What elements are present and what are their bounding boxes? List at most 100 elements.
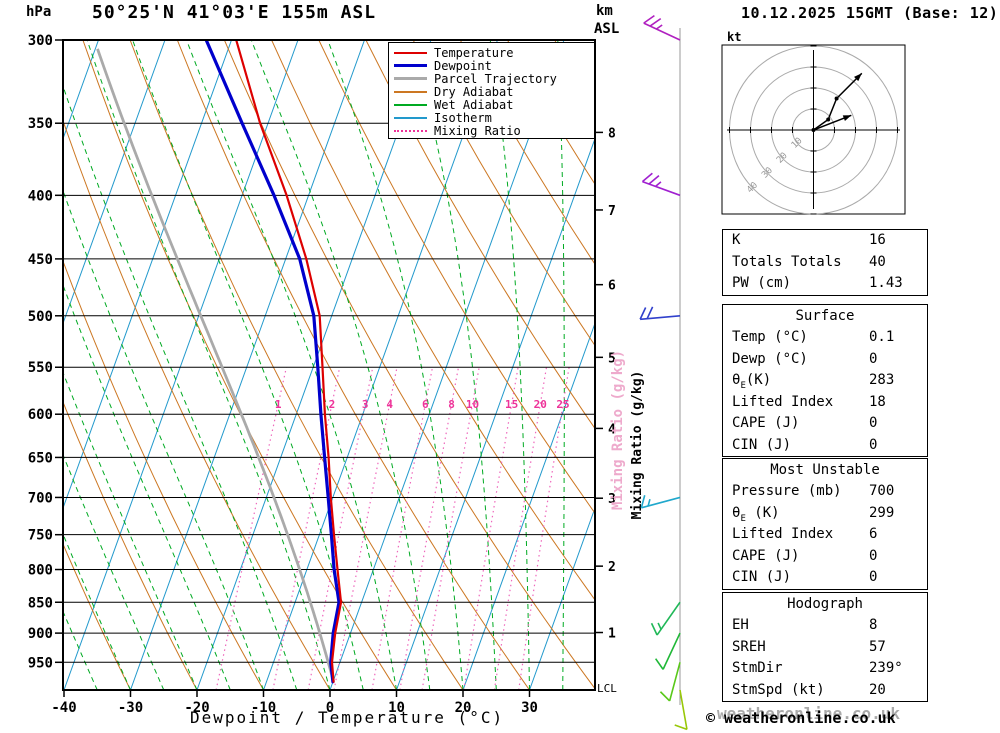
legend-item-temperature: Temperature: [394, 46, 594, 60]
pressure-unit-label: hPa: [26, 4, 52, 20]
table-row-label: StmDir: [732, 660, 783, 676]
lcl-label: LCL: [597, 682, 617, 695]
table-row: CAPE (J) 0: [723, 546, 927, 568]
legend-line-sample: [394, 90, 427, 93]
table-row-label: CIN (J): [732, 436, 792, 453]
legend-line-sample: [394, 77, 427, 80]
mixing-ratio-value-label: 15: [505, 398, 518, 411]
wind-barb: [674, 689, 688, 731]
copyright: © weatheronline.co.uk: [706, 709, 896, 727]
km-tick-label: 4: [608, 422, 616, 437]
mixing-ratio-axis-label-pink: Mixing Ratio (g/kg): [610, 350, 626, 510]
wind-barb: [650, 601, 681, 636]
legend-line-sample: [394, 64, 427, 67]
asl-axis-label: ASL: [594, 21, 620, 37]
km-axis-label: km: [596, 3, 613, 19]
hodograph-trace-dot: [826, 117, 831, 122]
pressure-tick-label: 400: [28, 188, 53, 204]
legend-line-sample: [394, 116, 427, 119]
wind-barb: [640, 495, 681, 509]
wind-barb-feather: [674, 724, 688, 731]
mixing-ratio-line: [371, 367, 434, 690]
table-row: StmDir 239°: [723, 658, 927, 680]
mixing-ratio-value-label: 1: [275, 398, 282, 411]
table-row: SREH 57: [723, 637, 927, 659]
table-row: CAPE (J) 0: [723, 413, 927, 435]
mixing-ratio-axis-label: Mixing Ratio (g/kg): [630, 371, 645, 520]
table-row: Pressure (mb) 700: [723, 481, 927, 503]
wind-barb-feather: [640, 495, 646, 508]
temp-tick-label: 30: [521, 700, 538, 716]
pressure-tick-label: 350: [28, 116, 53, 132]
table-row-label: θE (K): [732, 504, 780, 524]
table-header: Hodograph: [787, 596, 863, 612]
table-row: Totals Totals 40: [723, 252, 927, 274]
mixing-ratio-value-label: 20: [534, 398, 547, 411]
x-axis-label: Dewpoint / Temperature (°C): [190, 708, 505, 727]
table-row: PW (cm) 1.43: [723, 273, 927, 295]
dry-adiabat-line: [365, 40, 595, 430]
wind-barb-feather: [643, 14, 655, 24]
pressure-tick-label: 750: [28, 528, 53, 544]
wind-barb-half-feather: [655, 24, 663, 30]
table-row-value: 16: [869, 232, 886, 248]
legend-item-label: Parcel Trajectory: [434, 71, 557, 86]
wind-barb: [643, 14, 681, 41]
dewpoint-curve: [204, 40, 341, 684]
table-row: EH 8: [723, 615, 927, 637]
km-tick-label: 8: [608, 126, 616, 141]
table-row-value: 57: [869, 638, 886, 655]
dry-adiabat-line: [459, 40, 595, 266]
isotherm-line: [63, 40, 299, 690]
mixing-ratio-value-label: 6: [422, 398, 429, 411]
km-tick-label: 5: [608, 351, 616, 366]
isotherm-line: [329, 40, 565, 690]
table-row-label: Totals Totals: [732, 253, 842, 270]
legend-item-label: Mixing Ratio: [434, 123, 521, 138]
pressure-tick-label: 300: [28, 33, 53, 49]
legend-line-sample: [394, 103, 427, 106]
hodograph-trace-arrowhead: [854, 73, 862, 82]
hodograph-trace: [813, 72, 863, 131]
wind-barb-feather: [649, 17, 662, 27]
table-row: Lifted Index 18: [723, 392, 927, 414]
legend-item-mixing-ratio: Mixing Ratio: [394, 123, 594, 138]
plot-area: 1 2 3 4 6 8 10 15 20 25: [63, 40, 595, 690]
table-row-label: CIN (J): [732, 569, 792, 585]
mixing-ratio-line: [399, 367, 460, 690]
temp-tick-label: -30: [118, 700, 143, 716]
table-row-label: Pressure (mb): [732, 483, 842, 499]
wind-barb-feather: [641, 172, 653, 183]
table-row-value: 0: [869, 569, 878, 585]
dry-adiabat-line: [412, 40, 595, 347]
wind-barb: [641, 172, 681, 197]
legend-line-sample: [394, 129, 427, 132]
dry-adiabat-line: [63, 542, 131, 690]
legend-item-dry-adiabat: Dry Adiabat: [394, 85, 594, 99]
isotherm-line: [130, 40, 365, 690]
mixing-ratio-value-label: 25: [556, 398, 569, 411]
km-tick-label: 6: [608, 279, 616, 294]
wind-barb-half-feather: [657, 622, 662, 630]
table-row: θE(K) 283: [723, 370, 927, 392]
table-row-value: 6: [869, 526, 878, 542]
wind-barb-half-feather: [647, 499, 651, 507]
mixing-ratio-line: [463, 367, 519, 690]
table-row: Lifted Index 6: [723, 524, 927, 546]
table-row-value: 0: [869, 350, 878, 367]
legend: Temperature Dewpoint Parcel Trajectory Dry …: [388, 42, 595, 139]
table-row-value: 40: [869, 253, 886, 270]
table-row-label: Dewp (°C): [732, 350, 808, 367]
temp-tick-label: -40: [51, 700, 76, 716]
temperature-curve: [235, 40, 343, 683]
wind-barb-shaft: [662, 632, 681, 670]
table-row-value: 0: [869, 547, 878, 564]
indices-table-summary: K 16 Totals Totals 40 PW (cm) 1.43: [722, 229, 928, 296]
table-row-value: 0.1: [869, 329, 895, 345]
hodograph-unit-label: kt: [727, 30, 742, 44]
legend-item-parcel-trajectory: Parcel Trajectory: [394, 71, 594, 86]
wind-barb: [659, 662, 681, 702]
